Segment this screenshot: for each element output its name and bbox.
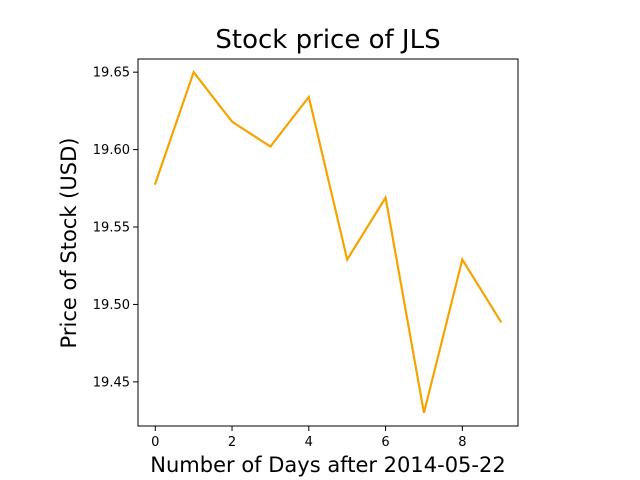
y-tick-label: 19.50 <box>93 298 130 313</box>
x-tick-label: 4 <box>305 435 313 450</box>
y-tick-label: 19.65 <box>93 66 130 81</box>
x-tick-label: 2 <box>228 435 236 450</box>
x-tick-label: 0 <box>151 435 159 450</box>
y-tick-label: 19.55 <box>93 221 130 236</box>
x-axis-label: Number of Days after 2014-05-22 <box>150 453 505 477</box>
plot-area-frame <box>137 58 519 427</box>
y-axis-ticks: 19.45 19.50 19.55 19.60 19.65 <box>93 66 138 390</box>
y-tick-label: 19.45 <box>93 375 130 390</box>
x-tick-label: 8 <box>458 435 466 450</box>
y-tick-label: 19.60 <box>93 143 130 158</box>
series-line <box>153 69 503 414</box>
y-axis-label: Price of Stock (USD) <box>57 138 81 349</box>
chart-title: Stock price of JLS <box>215 25 440 55</box>
series-layer <box>153 69 503 414</box>
x-axis-ticks: 0 2 4 6 8 <box>151 426 466 450</box>
x-tick-label: 6 <box>381 435 389 450</box>
